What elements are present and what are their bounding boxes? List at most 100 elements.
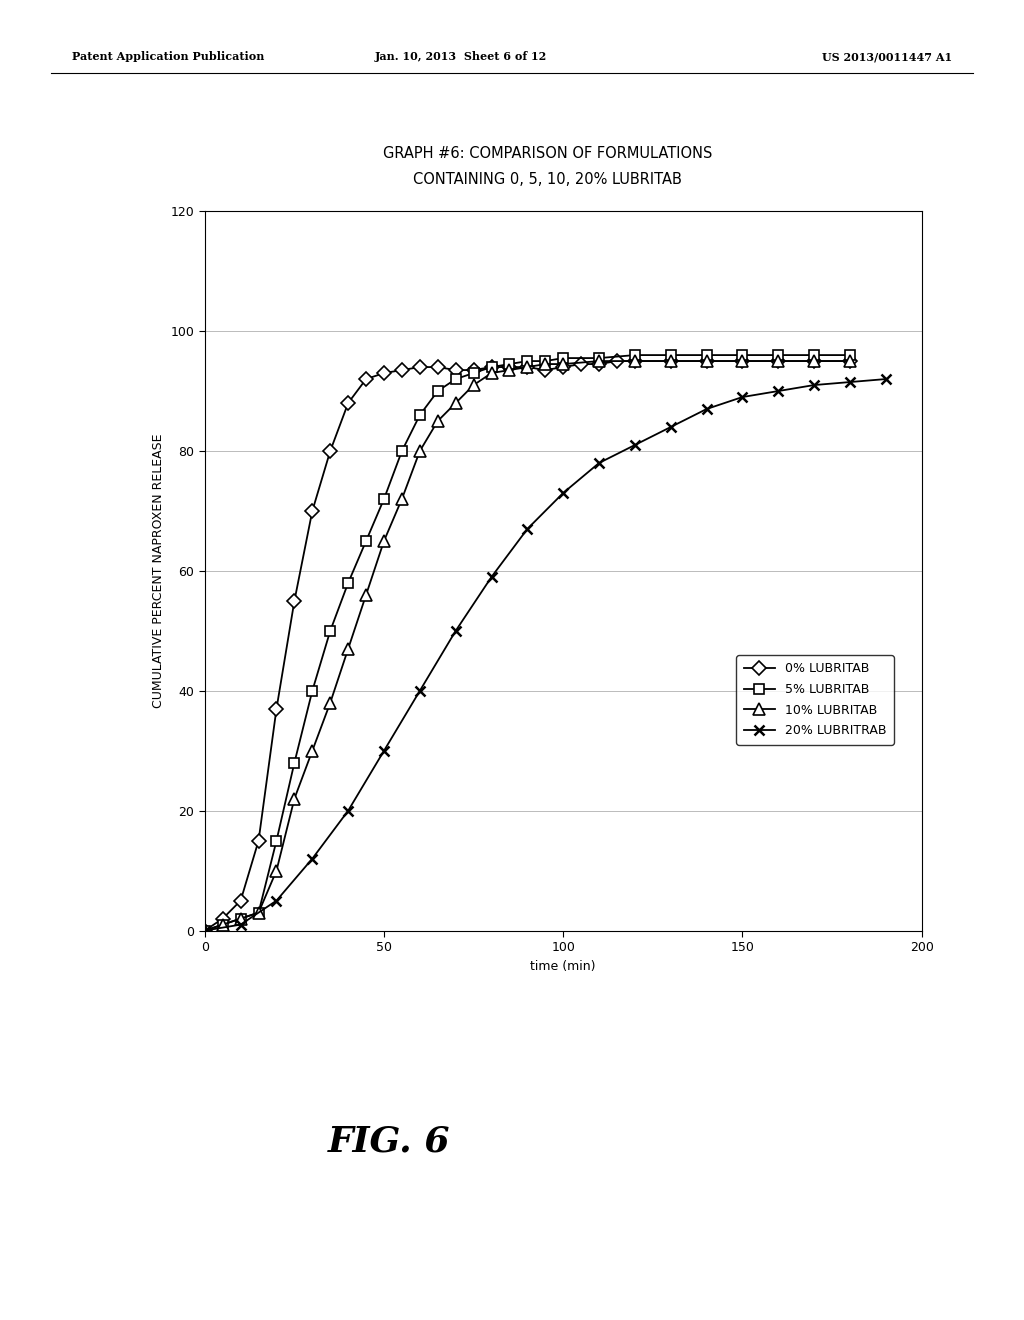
10% LUBRITAB (324, 694, 336, 710)
10% LUBRITAB (593, 354, 605, 370)
Text: Patent Application Publication: Patent Application Publication (72, 51, 264, 62)
10% LUBRITAB (252, 904, 264, 920)
20% LUBRITRAB (593, 455, 605, 471)
0% LUBRITAB (432, 359, 444, 375)
5% LUBRITAB (217, 916, 229, 932)
20% LUBRITRAB (199, 923, 211, 939)
0% LUBRITAB (844, 354, 856, 370)
0% LUBRITAB (289, 593, 301, 609)
20% LUBRITRAB (808, 378, 820, 393)
20% LUBRITRAB (306, 850, 318, 866)
X-axis label: time (min): time (min) (530, 960, 596, 973)
5% LUBRITAB (432, 383, 444, 399)
5% LUBRITAB (844, 347, 856, 363)
5% LUBRITAB (395, 444, 408, 459)
0% LUBRITAB (467, 362, 479, 378)
0% LUBRITAB (574, 356, 587, 372)
0% LUBRITAB (736, 354, 749, 370)
0% LUBRITAB (557, 359, 569, 375)
0% LUBRITAB (629, 354, 641, 370)
0% LUBRITAB (450, 362, 462, 378)
20% LUBRITRAB (414, 682, 426, 698)
5% LUBRITAB (485, 359, 498, 375)
Text: US 2013/0011447 A1: US 2013/0011447 A1 (822, 51, 952, 62)
10% LUBRITAB (504, 362, 515, 378)
10% LUBRITAB (199, 923, 211, 939)
5% LUBRITAB (234, 911, 247, 927)
20% LUBRITRAB (450, 623, 462, 639)
20% LUBRITRAB (342, 803, 354, 818)
0% LUBRITAB (378, 366, 390, 381)
Text: FIG. 6: FIG. 6 (328, 1125, 451, 1159)
0% LUBRITAB (485, 359, 498, 375)
10% LUBRITAB (844, 354, 856, 370)
0% LUBRITAB (414, 359, 426, 375)
20% LUBRITRAB (665, 418, 677, 434)
20% LUBRITRAB (772, 383, 784, 399)
10% LUBRITAB (700, 354, 713, 370)
20% LUBRITRAB (485, 569, 498, 585)
5% LUBRITAB (521, 354, 534, 370)
5% LUBRITAB (700, 347, 713, 363)
0% LUBRITAB (593, 356, 605, 372)
Line: 0% LUBRITAB: 0% LUBRITAB (200, 356, 855, 936)
10% LUBRITAB (270, 863, 283, 879)
10% LUBRITAB (217, 916, 229, 932)
5% LUBRITAB (270, 833, 283, 849)
10% LUBRITAB (467, 378, 479, 393)
20% LUBRITRAB (629, 437, 641, 453)
0% LUBRITAB (360, 371, 373, 387)
10% LUBRITAB (772, 354, 784, 370)
0% LUBRITAB (306, 503, 318, 519)
0% LUBRITAB (324, 444, 336, 459)
20% LUBRITRAB (844, 374, 856, 389)
5% LUBRITAB (414, 407, 426, 422)
Y-axis label: CUMULATIVE PERCENT NAPROXEN RELEASE: CUMULATIVE PERCENT NAPROXEN RELEASE (152, 434, 165, 708)
0% LUBRITAB (270, 701, 283, 717)
10% LUBRITAB (360, 587, 373, 603)
Line: 20% LUBRITRAB: 20% LUBRITRAB (200, 374, 891, 936)
Line: 10% LUBRITAB: 10% LUBRITAB (200, 355, 855, 936)
5% LUBRITAB (593, 350, 605, 366)
5% LUBRITAB (360, 533, 373, 549)
0% LUBRITAB (234, 892, 247, 908)
5% LUBRITAB (539, 354, 551, 370)
5% LUBRITAB (324, 623, 336, 639)
0% LUBRITAB (610, 354, 623, 370)
10% LUBRITAB (395, 491, 408, 507)
5% LUBRITAB (808, 347, 820, 363)
10% LUBRITAB (414, 444, 426, 459)
10% LUBRITAB (485, 366, 498, 381)
5% LUBRITAB (629, 347, 641, 363)
5% LUBRITAB (289, 755, 301, 771)
20% LUBRITRAB (736, 389, 749, 405)
5% LUBRITAB (252, 904, 264, 920)
10% LUBRITAB (521, 359, 534, 375)
20% LUBRITRAB (700, 401, 713, 417)
0% LUBRITAB (199, 923, 211, 939)
10% LUBRITAB (306, 743, 318, 759)
0% LUBRITAB (521, 359, 534, 375)
5% LUBRITAB (665, 347, 677, 363)
Line: 5% LUBRITAB: 5% LUBRITAB (200, 350, 855, 936)
10% LUBRITAB (432, 413, 444, 429)
0% LUBRITAB (808, 354, 820, 370)
5% LUBRITAB (557, 350, 569, 366)
0% LUBRITAB (504, 359, 515, 375)
5% LUBRITAB (199, 923, 211, 939)
10% LUBRITAB (342, 642, 354, 657)
5% LUBRITAB (736, 347, 749, 363)
5% LUBRITAB (342, 576, 354, 591)
Legend: 0% LUBRITAB, 5% LUBRITAB, 10% LUBRITAB, 20% LUBRITRAB: 0% LUBRITAB, 5% LUBRITAB, 10% LUBRITAB, … (736, 655, 894, 744)
0% LUBRITAB (395, 362, 408, 378)
5% LUBRITAB (772, 347, 784, 363)
20% LUBRITRAB (521, 521, 534, 537)
Text: GRAPH #6: COMPARISON OF FORMULATIONS: GRAPH #6: COMPARISON OF FORMULATIONS (383, 147, 713, 161)
0% LUBRITAB (342, 395, 354, 411)
0% LUBRITAB (772, 354, 784, 370)
5% LUBRITAB (378, 491, 390, 507)
Text: Jan. 10, 2013  Sheet 6 of 12: Jan. 10, 2013 Sheet 6 of 12 (375, 51, 547, 62)
0% LUBRITAB (217, 911, 229, 927)
0% LUBRITAB (665, 354, 677, 370)
10% LUBRITAB (450, 395, 462, 411)
